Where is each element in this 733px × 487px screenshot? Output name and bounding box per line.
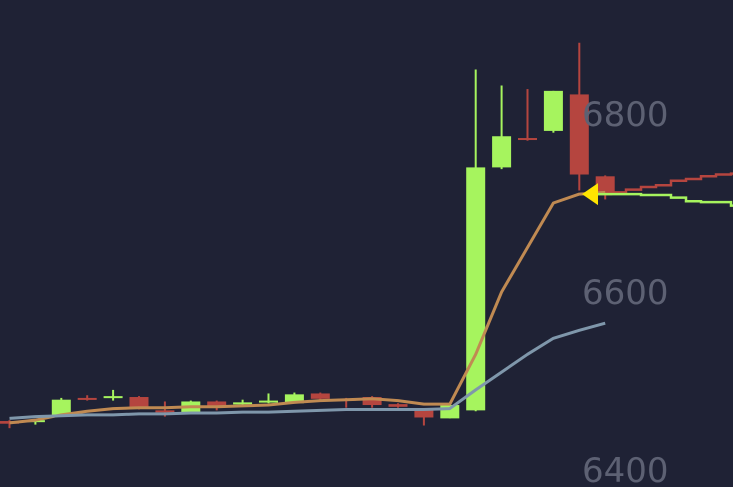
moving-average-slow-line <box>9 321 606 420</box>
extension-line-green <box>596 192 733 207</box>
candle-body <box>103 396 123 399</box>
candle <box>466 69 486 412</box>
candle <box>595 175 615 200</box>
candle <box>388 403 408 408</box>
candle <box>569 42 589 191</box>
candle-body <box>129 397 149 409</box>
candle <box>414 409 434 426</box>
candle <box>259 393 278 404</box>
candles-group <box>0 42 615 429</box>
candle-body <box>595 176 615 195</box>
candle-body <box>518 138 537 141</box>
y-tick-label: 6600 <box>582 273 669 313</box>
y-tick-label: 6400 <box>582 451 669 487</box>
last-price-marker-icon <box>582 183 598 206</box>
moving-average-fast-line <box>9 190 606 425</box>
candle-body <box>259 400 278 403</box>
candle-body <box>569 94 589 175</box>
candle <box>103 389 123 401</box>
candle-body <box>51 399 71 416</box>
candle-body <box>155 410 175 413</box>
candle-body <box>310 393 330 399</box>
y-axis-tick-labels: 6400 6600 6800 <box>582 95 669 487</box>
candle <box>77 395 97 401</box>
y-tick-label: 6800 <box>582 95 669 135</box>
candle-body <box>77 397 97 400</box>
candle-body <box>388 404 408 407</box>
candle-body <box>207 401 227 407</box>
candle-body <box>492 136 512 168</box>
price-extension-lines <box>596 172 733 207</box>
candle <box>518 89 537 141</box>
candle-body <box>233 402 253 405</box>
candle <box>492 85 512 170</box>
candle-body <box>414 409 434 418</box>
moving-average-lines <box>9 190 606 425</box>
candle <box>440 404 460 419</box>
candle <box>543 90 563 133</box>
candle-body <box>362 397 382 406</box>
candle <box>51 397 71 416</box>
extension-line-red <box>596 172 733 196</box>
candle-body <box>466 167 486 411</box>
candle-body <box>543 90 563 131</box>
candle-body <box>284 394 304 404</box>
